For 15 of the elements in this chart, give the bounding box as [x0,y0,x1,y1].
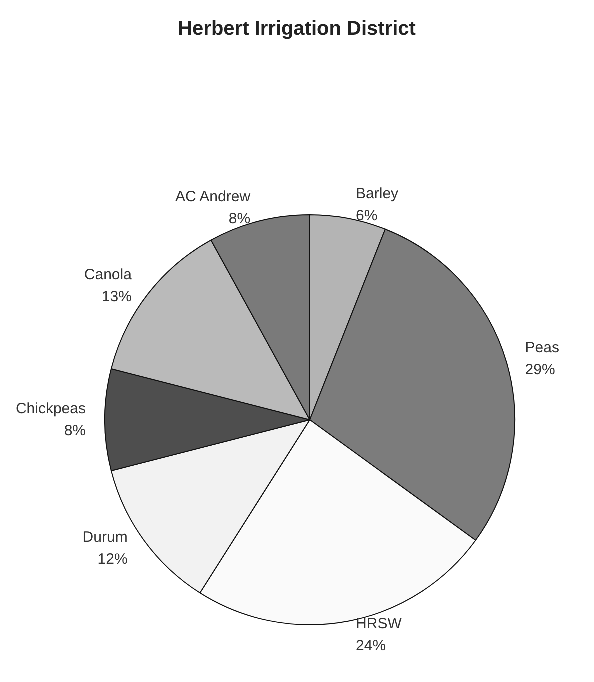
data-label: 8% [228,210,251,228]
data-label: 13% [102,288,132,306]
slice-label: Durum [82,529,128,546]
data-label: 24% [356,638,386,655]
data-label: 8% [64,422,86,440]
slice-label: Peas [525,339,560,356]
data-label: 6% [356,207,378,224]
slice-label: Canola [84,266,133,284]
slice-label: AC Andrew [175,188,251,206]
slice-label: HRSW [356,616,403,633]
data-label: 12% [98,551,128,568]
slice-label: Chickpeas [16,400,86,418]
slice-label: Barley [356,185,400,202]
data-label: 29% [525,361,556,378]
chart-title: Herbert Irrigation District [178,18,416,40]
